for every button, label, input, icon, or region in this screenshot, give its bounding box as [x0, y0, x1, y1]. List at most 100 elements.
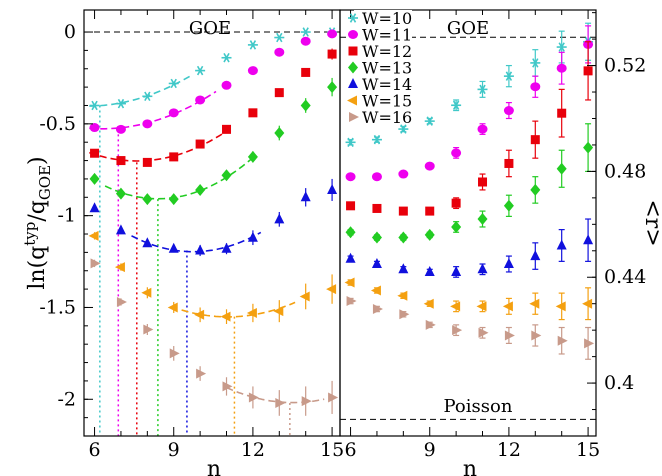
fit-curve-W=14	[131, 231, 262, 253]
data-point-right-W=15	[582, 298, 593, 309]
x-axis-label-left: n	[207, 457, 221, 476]
data-point-right-W=12	[451, 198, 461, 208]
x-tick-label-left: 6	[89, 439, 101, 461]
y-tick-label-left: -0.5	[39, 113, 76, 135]
data-point-left-W=11	[115, 124, 126, 134]
legend-label-W=16: W=16	[362, 108, 412, 127]
data-point-right-W=11	[503, 106, 514, 116]
text-layer: 6 9 12 15 n 6 9 12 15 n 0 -0.5 -1 -1.5 -2 0.4 0.44 0.48 0.…	[21, 9, 662, 476]
legend-marker-W=15	[347, 95, 357, 106]
data-point-left-W=14	[115, 224, 126, 235]
x-tick-label-left: 15	[320, 439, 344, 461]
data-point-right-W=16	[531, 330, 542, 341]
data-point-left-W=16	[301, 396, 312, 407]
data-point-right-W=16	[584, 338, 595, 349]
legend-background	[354, 92, 412, 108]
data-point-left-W=12	[327, 49, 337, 59]
data-point-left-W=14	[195, 244, 206, 255]
data-point-right-W=16	[399, 309, 410, 320]
data-point-left-W=13	[89, 172, 100, 185]
x-axis-label-right: n	[463, 457, 477, 476]
data-point-left-W=12	[222, 124, 232, 134]
data-point-right-W=16	[478, 327, 489, 338]
data-point-left-W=13	[195, 183, 206, 196]
data-point-right-W=15	[370, 285, 381, 296]
data-point-left-W=15	[299, 291, 310, 302]
data-point-right-W=16	[372, 303, 383, 314]
y-tick-label-right: 0.48	[604, 160, 646, 182]
data-point-left-W=11	[221, 80, 232, 90]
fit-curve-W=13	[104, 156, 254, 200]
data-point-right-W=11	[371, 172, 382, 182]
data-point-left-W=10	[89, 100, 100, 111]
data-point-right-W=12	[478, 177, 488, 187]
data-point-right-W=13	[477, 213, 488, 226]
data-point-right-W=13	[371, 231, 382, 244]
x-tick-label-left: 12	[241, 439, 265, 461]
data-point-left-W=13	[300, 99, 311, 112]
data-point-left-W=15	[114, 262, 125, 273]
data-point-right-W=14	[451, 265, 462, 276]
data-point-right-W=15	[450, 301, 461, 312]
data-point-left-W=16	[169, 348, 180, 359]
data-point-left-W=13	[115, 187, 126, 200]
data-point-left-W=15	[246, 307, 257, 318]
poisson-annotation: Poisson	[444, 396, 513, 417]
data-point-left-W=10	[300, 27, 311, 37]
data-point-right-W=11	[556, 63, 567, 73]
data-point-left-W=11	[168, 108, 179, 118]
data-point-right-W=11	[530, 82, 541, 92]
data-point-right-W=16	[504, 330, 515, 341]
data-point-right-W=15	[397, 290, 408, 301]
data-point-left-W=14	[274, 213, 285, 224]
data-point-left-W=13	[247, 150, 258, 163]
data-point-left-W=16	[328, 392, 339, 403]
data-point-right-W=15	[529, 298, 540, 309]
data-point-left-W=15	[167, 302, 178, 313]
data-point-left-W=11	[327, 29, 338, 39]
legend-background	[354, 10, 412, 25]
data-point-left-W=10	[274, 32, 285, 43]
x-tick-label-right: 9	[424, 439, 436, 461]
data-point-left-W=11	[142, 119, 153, 129]
data-point-left-W=14	[89, 202, 100, 213]
legend-marker-W=16	[349, 112, 359, 122]
legend-marker-W=11	[348, 30, 358, 39]
data-point-left-W=12	[142, 157, 152, 167]
data-point-left-W=13	[168, 193, 179, 206]
data-point-right-W=13	[503, 199, 514, 212]
y-tick-label-left: -1.5	[39, 296, 76, 318]
data-point-left-W=12	[248, 108, 258, 118]
data-point-left-W=16	[196, 368, 207, 379]
legend-label-W=13: W=13	[362, 59, 412, 78]
fit-curve-W=10	[89, 75, 190, 107]
legend-background	[354, 76, 412, 91]
data-point-right-W=12	[504, 158, 514, 168]
legend-label-W=11: W=11	[362, 26, 412, 45]
data-point-right-W=14	[556, 239, 567, 250]
data-point-left-W=14	[168, 242, 179, 253]
legend-label-W=12: W=12	[362, 42, 412, 61]
legend-marker-W=14	[348, 78, 358, 88]
data-point-right-W=13	[451, 220, 462, 233]
data-point-left-W=14	[247, 231, 258, 242]
data-point-right-W=14	[345, 252, 356, 263]
data-point-right-W=16	[452, 325, 463, 336]
data-point-right-W=12	[346, 201, 356, 211]
goe-annotation-right: GOE	[447, 18, 489, 39]
fit-curves-layer	[89, 75, 325, 436]
data-point-right-W=10	[451, 100, 462, 110]
data-point-right-W=13	[530, 183, 541, 196]
fit-curve-W=15	[181, 301, 296, 318]
data-point-left-W=11	[195, 95, 206, 105]
legend-background	[354, 109, 412, 124]
x-tick-label-right: 12	[497, 439, 521, 461]
data-point-right-W=12	[398, 206, 408, 216]
legend-background	[354, 26, 412, 42]
data-point-right-W=10	[345, 137, 356, 148]
data-point-right-W=16	[557, 335, 568, 346]
data-point-right-W=14	[398, 263, 409, 274]
data-point-left-W=14	[327, 183, 338, 194]
data-point-right-W=10	[371, 134, 382, 145]
